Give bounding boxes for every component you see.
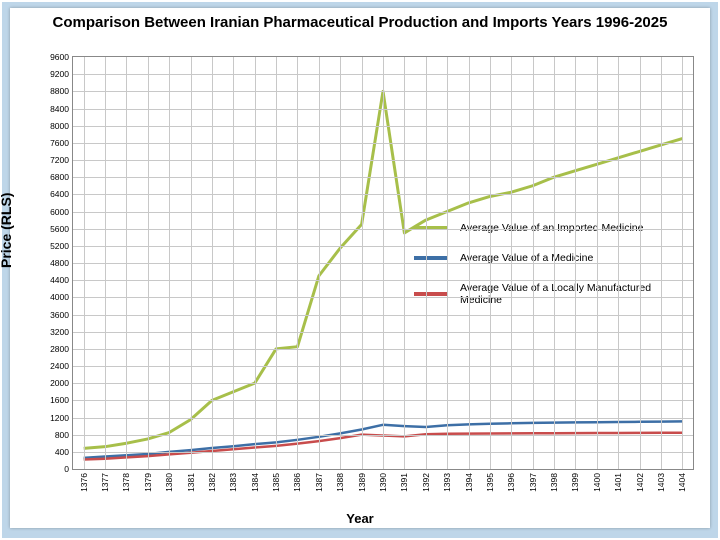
- x-tick-label: 1400: [592, 473, 602, 492]
- x-tick-label: 1389: [357, 473, 367, 492]
- gridline-v: [511, 57, 512, 469]
- gridline-v: [575, 57, 576, 469]
- x-tick-label: 1395: [485, 473, 495, 492]
- y-tick-label: 5600: [50, 224, 69, 234]
- y-tick-label: 4400: [50, 275, 69, 285]
- gridline-v: [554, 57, 555, 469]
- gridline-v: [126, 57, 127, 469]
- y-tick-label: 8800: [50, 86, 69, 96]
- x-tick-label: 1396: [506, 473, 516, 492]
- gridline-v: [84, 57, 85, 469]
- x-tick-label: 1383: [228, 473, 238, 492]
- chart-panel: Comparison Between Iranian Pharmaceutica…: [10, 8, 710, 528]
- x-tick-label: 1391: [399, 473, 409, 492]
- x-tick-label: 1386: [292, 473, 302, 492]
- x-tick-label: 1393: [442, 473, 452, 492]
- x-tick-label: 1378: [121, 473, 131, 492]
- x-tick-label: 1387: [314, 473, 324, 492]
- y-tick-label: 1200: [50, 413, 69, 423]
- y-tick-label: 9200: [50, 69, 69, 79]
- x-tick-label: 1380: [164, 473, 174, 492]
- x-tick-label: 1398: [549, 473, 559, 492]
- legend: Average Value of an Imported MedicineAve…: [414, 222, 681, 324]
- gridline-v: [212, 57, 213, 469]
- y-tick-label: 2400: [50, 361, 69, 371]
- x-tick-label: 1388: [335, 473, 345, 492]
- y-axis-label: Price (RLS): [0, 193, 14, 268]
- gridline-v: [362, 57, 363, 469]
- y-tick-label: 6800: [50, 172, 69, 182]
- x-tick-label: 1399: [570, 473, 580, 492]
- x-tick-label: 1382: [207, 473, 217, 492]
- x-tick-label: 1377: [100, 473, 110, 492]
- gridline-v: [426, 57, 427, 469]
- y-tick-label: 3600: [50, 310, 69, 320]
- y-tick-label: 1600: [50, 395, 69, 405]
- x-tick-label: 1385: [271, 473, 281, 492]
- plot-area: Average Value of an Imported MedicineAve…: [72, 56, 694, 470]
- y-tick-label: 4000: [50, 292, 69, 302]
- legend-swatch: [414, 292, 448, 296]
- x-tick-label: 1376: [79, 473, 89, 492]
- y-tick-label: 0: [64, 464, 69, 474]
- y-tick-label: 5200: [50, 241, 69, 251]
- gridline-v: [597, 57, 598, 469]
- gridline-v: [319, 57, 320, 469]
- x-axis-label: Year: [346, 511, 373, 526]
- gridline-v: [661, 57, 662, 469]
- gridline-v: [404, 57, 405, 469]
- y-tick-label: 800: [55, 430, 69, 440]
- gridline-v: [233, 57, 234, 469]
- gridline-v: [191, 57, 192, 469]
- y-tick-label: 2800: [50, 344, 69, 354]
- x-tick-label: 1404: [677, 473, 687, 492]
- chart-title: Comparison Between Iranian Pharmaceutica…: [10, 8, 710, 35]
- y-tick-label: 6400: [50, 189, 69, 199]
- y-tick-label: 3200: [50, 327, 69, 337]
- gridline-v: [255, 57, 256, 469]
- y-tick-label: 8400: [50, 104, 69, 114]
- x-tick-label: 1379: [143, 473, 153, 492]
- gridline-v: [105, 57, 106, 469]
- x-tick-label: 1401: [613, 473, 623, 492]
- gridline-v: [533, 57, 534, 469]
- y-tick-label: 6000: [50, 207, 69, 217]
- gridline-v: [276, 57, 277, 469]
- y-tick-label: 400: [55, 447, 69, 457]
- gridline-v: [640, 57, 641, 469]
- legend-label: Average Value of a Medicine: [460, 252, 593, 264]
- legend-swatch: [414, 256, 448, 260]
- gridline-v: [618, 57, 619, 469]
- gridline-v: [447, 57, 448, 469]
- plot-inner: Average Value of an Imported MedicineAve…: [72, 56, 694, 470]
- x-tick-label: 1384: [250, 473, 260, 492]
- y-tick-label: 7600: [50, 138, 69, 148]
- gridline-v: [469, 57, 470, 469]
- x-tick-label: 1402: [635, 473, 645, 492]
- x-tick-label: 1390: [378, 473, 388, 492]
- legend-item-medicine: Average Value of a Medicine: [414, 252, 681, 264]
- y-tick-label: 7200: [50, 155, 69, 165]
- gridline-v: [148, 57, 149, 469]
- gridline-v: [682, 57, 683, 469]
- slide-frame: Comparison Between Iranian Pharmaceutica…: [2, 2, 718, 538]
- y-tick-label: 2000: [50, 378, 69, 388]
- x-tick-label: 1394: [464, 473, 474, 492]
- legend-label: Average Value of a Locally Manufactured …: [460, 282, 681, 306]
- x-tick-label: 1403: [656, 473, 666, 492]
- legend-item-local: Average Value of a Locally Manufactured …: [414, 282, 681, 306]
- gridline-v: [383, 57, 384, 469]
- gridline-v: [340, 57, 341, 469]
- y-tick-label: 9600: [50, 52, 69, 62]
- x-tick-label: 1381: [186, 473, 196, 492]
- y-tick-label: 4800: [50, 258, 69, 268]
- gridline-v: [297, 57, 298, 469]
- x-tick-label: 1392: [421, 473, 431, 492]
- gridline-v: [169, 57, 170, 469]
- y-tick-label: 8000: [50, 121, 69, 131]
- x-tick-label: 1397: [528, 473, 538, 492]
- gridline-v: [490, 57, 491, 469]
